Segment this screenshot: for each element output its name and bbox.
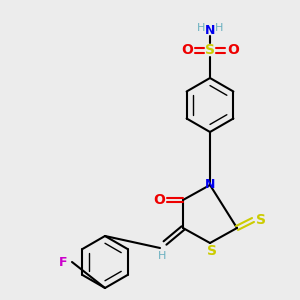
Text: F: F <box>59 256 67 268</box>
Text: H: H <box>197 23 205 33</box>
Text: O: O <box>153 193 165 207</box>
Text: S: S <box>256 213 266 227</box>
Text: H: H <box>158 251 166 261</box>
Text: S: S <box>207 244 217 258</box>
Text: O: O <box>227 43 239 57</box>
Text: H: H <box>215 23 223 33</box>
Text: N: N <box>205 25 215 38</box>
Text: S: S <box>205 43 215 57</box>
Text: N: N <box>205 178 215 191</box>
Text: O: O <box>181 43 193 57</box>
